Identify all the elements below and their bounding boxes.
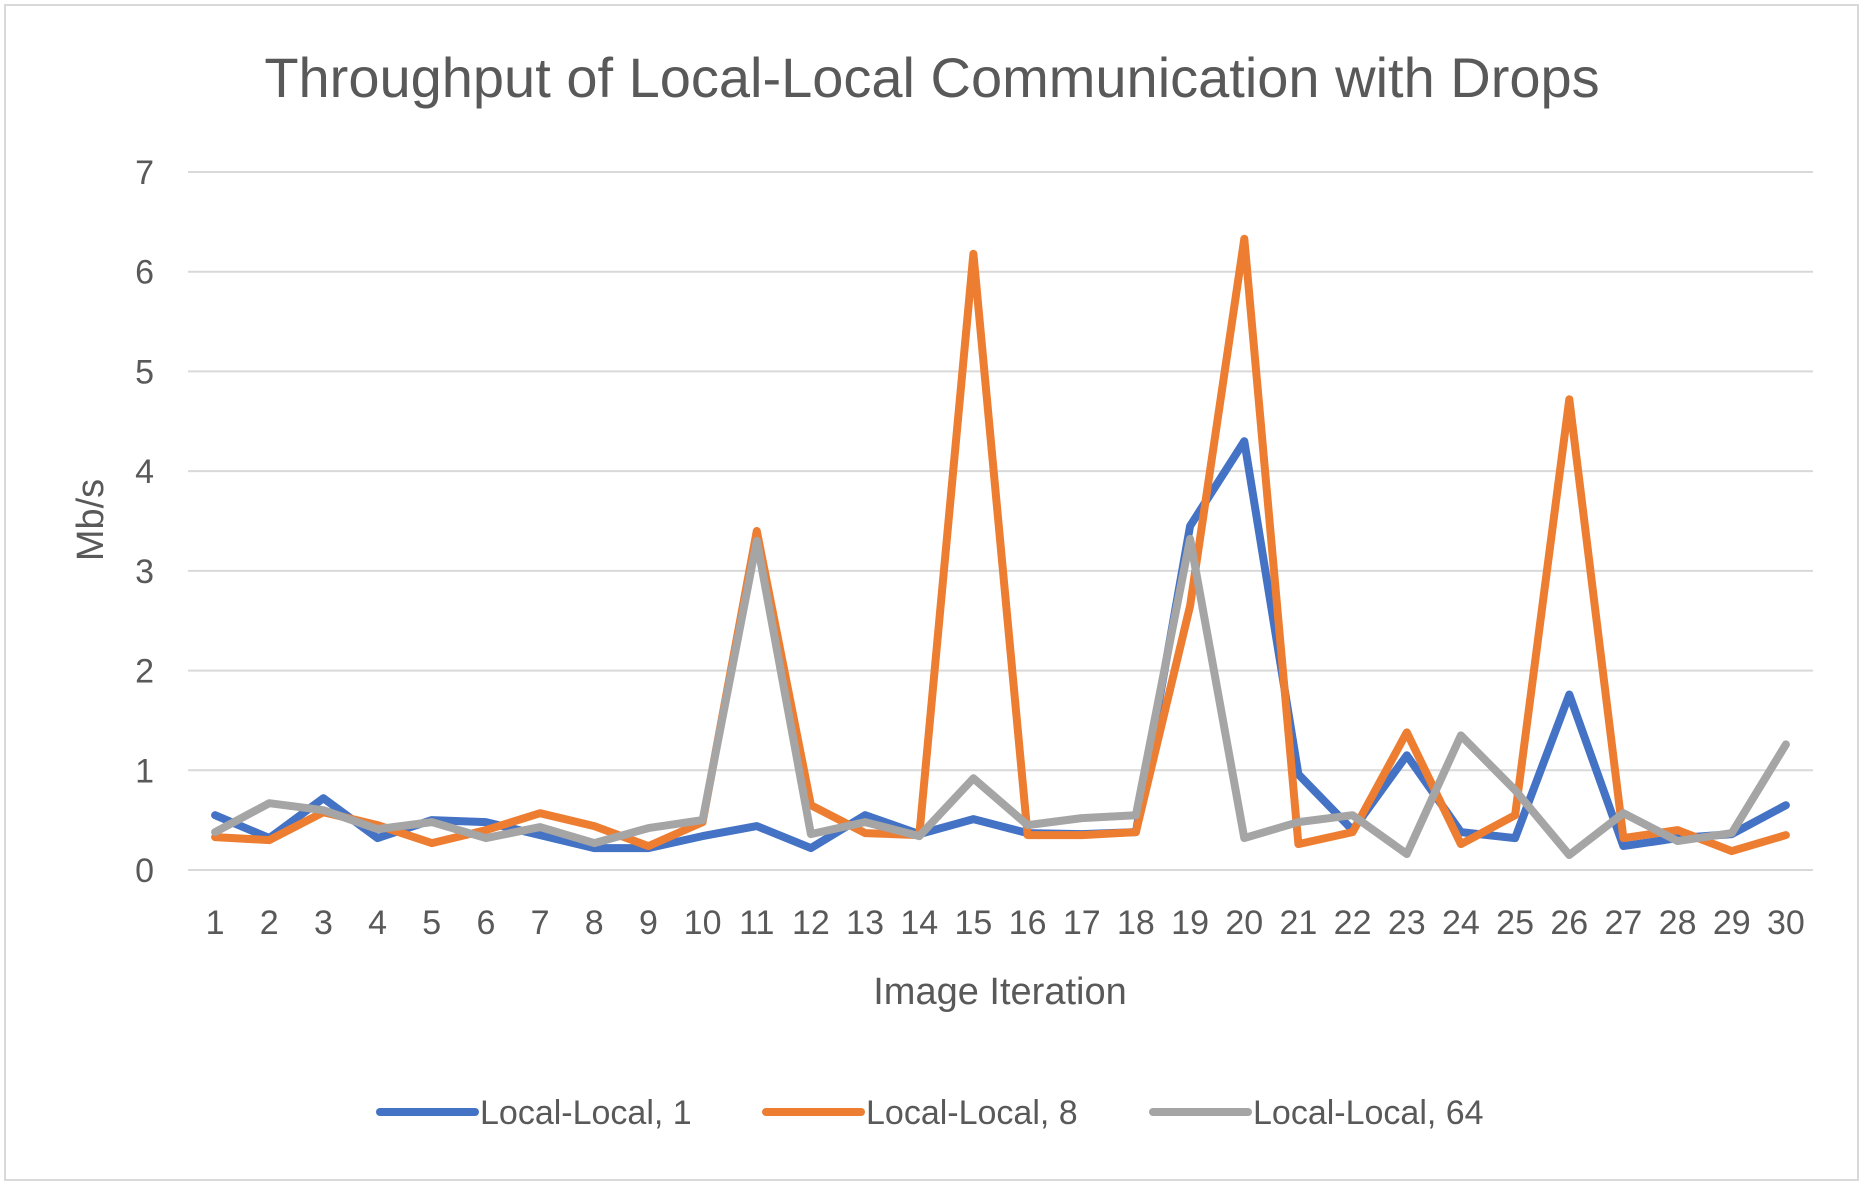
x-tick-label: 28 xyxy=(1659,904,1697,942)
x-tick-label: 5 xyxy=(422,904,441,942)
x-tick-label: 4 xyxy=(368,904,387,942)
series-line-3 xyxy=(211,534,1790,859)
series-line-1 xyxy=(211,437,1790,853)
x-tick-label: 2 xyxy=(260,904,279,942)
x-tick-label: 16 xyxy=(1009,904,1047,942)
x-tick-label: 19 xyxy=(1171,904,1209,942)
x-tick-label: 17 xyxy=(1063,904,1101,942)
y-tick-label: 0 xyxy=(135,852,154,890)
x-tick-label: 9 xyxy=(639,904,658,942)
x-tick-label: 6 xyxy=(476,904,495,942)
y-tick-label: 3 xyxy=(135,553,154,591)
x-axis-ticks: 1 2 3 4 5 6 7 8 9 10 11 12 13 14 15 16 17 18 19 20 21 22 23 24 2… xyxy=(206,904,1805,942)
x-tick-label: 1 xyxy=(206,904,225,942)
x-tick-label: 30 xyxy=(1767,904,1805,942)
legend-label: Local-Local, 8 xyxy=(866,1094,1078,1132)
x-tick-label: 10 xyxy=(684,904,722,942)
x-tick-label: 8 xyxy=(585,904,604,942)
x-tick-label: 12 xyxy=(792,904,830,942)
x-tick-label: 15 xyxy=(955,904,993,942)
legend-item-3: Local-Local, 64 xyxy=(1149,1094,1484,1132)
y-axis-title: Mb/s xyxy=(70,479,112,561)
y-tick-label: 7 xyxy=(135,154,154,192)
y-tick-label: 4 xyxy=(135,453,154,491)
x-tick-label: 22 xyxy=(1334,904,1372,942)
chart-title: Throughput of Local-Local Communication … xyxy=(264,46,1599,109)
legend-label: Local-Local, 1 xyxy=(480,1094,692,1132)
legend-label: Local-Local, 64 xyxy=(1253,1094,1484,1132)
chart-frame xyxy=(4,4,1859,1181)
x-tick-label: 14 xyxy=(900,904,938,942)
x-axis-title: Image Iteration xyxy=(873,971,1126,1013)
x-tick-label: 25 xyxy=(1496,904,1534,942)
series-line-2 xyxy=(211,234,1790,856)
x-tick-label: 20 xyxy=(1225,904,1263,942)
x-tick-label: 7 xyxy=(531,904,550,942)
legend-item-2: Local-Local, 8 xyxy=(762,1094,1078,1132)
x-tick-label: 13 xyxy=(846,904,884,942)
series-lines xyxy=(211,234,1790,859)
x-tick-label: 27 xyxy=(1605,904,1643,942)
x-tick-label: 23 xyxy=(1388,904,1426,942)
x-tick-label: 3 xyxy=(314,904,333,942)
y-tick-label: 5 xyxy=(135,353,154,391)
y-tick-label: 2 xyxy=(135,653,154,691)
y-axis-ticks: 0 1 2 3 4 5 6 7 xyxy=(135,154,154,890)
x-tick-label: 29 xyxy=(1713,904,1751,942)
x-tick-label: 26 xyxy=(1550,904,1588,942)
y-tick-label: 6 xyxy=(135,254,154,292)
x-tick-label: 24 xyxy=(1442,904,1480,942)
legend-item-1: Local-Local, 1 xyxy=(376,1094,692,1132)
x-tick-label: 18 xyxy=(1117,904,1155,942)
x-tick-label: 21 xyxy=(1280,904,1318,942)
x-tick-label: 11 xyxy=(739,904,774,942)
legend: Local-Local, 1 Local-Local, 8 Local-Local,… xyxy=(376,1094,1484,1132)
y-tick-label: 1 xyxy=(135,752,154,790)
